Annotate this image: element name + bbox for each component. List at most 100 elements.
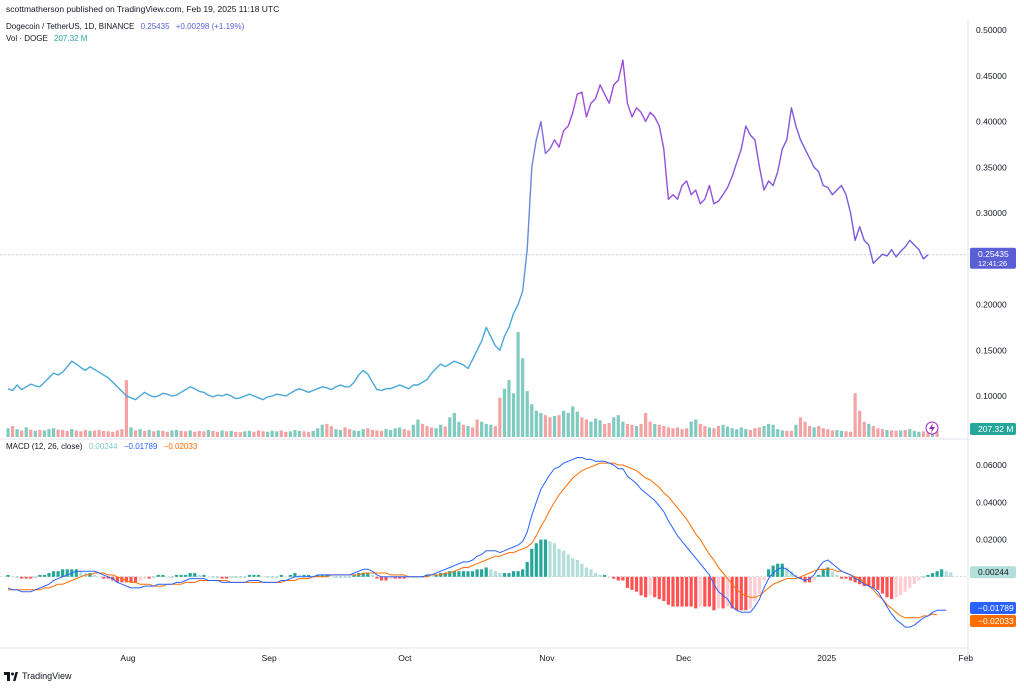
macd-histogram-bar — [639, 576, 643, 596]
macd-histogram-bar — [780, 563, 784, 577]
volume-bar — [789, 430, 793, 437]
volume-bar — [393, 428, 397, 437]
macd-histogram-bar — [306, 574, 311, 577]
macd-histogram-bar — [229, 576, 233, 578]
macd-histogram-bar — [817, 574, 821, 577]
volume-bar — [521, 358, 525, 437]
volume-bar — [29, 429, 33, 437]
volume-bar — [921, 431, 926, 437]
macd-histogram-bar — [621, 576, 625, 581]
macd-histogram-bar — [215, 576, 220, 578]
volume-bar — [480, 421, 484, 437]
macd-histogram-bar — [211, 576, 215, 578]
macd-histogram-bar — [102, 576, 106, 579]
macd-histogram-bar — [666, 576, 670, 605]
volume-bar — [384, 429, 388, 437]
volume-bar — [539, 412, 543, 437]
macd-histogram-bar — [466, 571, 470, 577]
macd-histogram-bar — [225, 576, 229, 579]
price-axis-tick: 0.15000 — [976, 345, 1007, 355]
volume-bar — [721, 424, 725, 437]
macd-histogram-bar — [56, 571, 60, 577]
volume-bar — [562, 410, 566, 437]
macd-histogram-bar — [835, 574, 839, 577]
macd-histogram-bar — [926, 574, 930, 577]
volume-bar — [712, 428, 716, 437]
macd-histogram-bar — [161, 574, 165, 577]
volume-bar — [885, 430, 889, 437]
volume-legend: Vol · DOGE 207.32 M — [6, 34, 91, 43]
volume-bar — [703, 426, 707, 437]
macd-histogram-bar — [867, 576, 871, 587]
macd-histogram-bar — [120, 576, 124, 583]
macd-histogram-bar — [334, 576, 338, 578]
macd-histogram-bar — [6, 574, 10, 577]
macd-histogram-bar — [115, 576, 119, 583]
macd-histogram-bar — [917, 576, 921, 581]
macd-line-badge-value: −0.01789 — [978, 603, 1014, 613]
volume-bar — [666, 427, 670, 437]
volume-bar — [452, 412, 456, 437]
price-change: +0.00298 (+1.19%) — [175, 22, 245, 31]
time-axis-tick: Feb — [958, 653, 973, 663]
macd-histogram-bar — [862, 576, 866, 587]
macd-histogram-bar — [347, 576, 352, 578]
macd-histogram-bar — [15, 576, 19, 578]
volume-bar — [880, 429, 885, 437]
volume-bar — [785, 430, 789, 437]
volume-badge — [970, 423, 1016, 435]
price-axis-tick: 0.35000 — [976, 162, 1007, 172]
volume-bar — [807, 426, 812, 437]
macd-histogram-bar — [794, 574, 798, 577]
macd-histogram-bar — [174, 574, 179, 577]
volume-bar — [839, 430, 844, 437]
volume-bar — [261, 431, 265, 437]
volume-bar — [357, 430, 361, 437]
volume-bar — [457, 421, 461, 437]
macd-histogram-bar — [493, 571, 497, 577]
macd-histogram-bar — [539, 539, 543, 577]
macd-histogram-bar — [562, 550, 566, 577]
macd-histogram-bar — [238, 576, 242, 578]
volume-bar — [584, 419, 589, 437]
volume-bar — [111, 431, 115, 437]
macd-histogram-bar — [803, 576, 807, 583]
volume-bar — [434, 428, 438, 437]
volume-bar — [630, 424, 634, 437]
volume-bar — [739, 427, 743, 437]
volume-bar — [830, 430, 834, 437]
macd-histogram-bar — [234, 576, 238, 578]
volume-bar — [603, 423, 607, 437]
volume-bar — [429, 427, 434, 437]
volume-bar — [329, 426, 333, 437]
macd-histogram-bar — [179, 574, 183, 577]
macd-histogram-bar — [193, 573, 197, 577]
volume-bar — [935, 431, 939, 437]
macd-label[interactable]: MACD (12, 26, close) — [6, 442, 83, 451]
volume-bar — [302, 431, 306, 437]
macd-histogram-bar — [748, 576, 752, 609]
volume-bar — [320, 424, 324, 437]
volume-label[interactable]: Vol · DOGE — [6, 34, 48, 43]
symbol-pair[interactable]: Dogecoin / TetherUS, 1D, BINANCE — [6, 22, 135, 31]
macd-histogram-bar — [388, 576, 393, 579]
volume-bar — [780, 430, 784, 437]
macd-histogram-bar — [33, 576, 37, 578]
macd-histogram-bar — [170, 576, 174, 578]
time-axis-tick: Oct — [398, 653, 412, 663]
macd-histogram-bar — [279, 574, 283, 577]
volume-bar — [689, 421, 693, 437]
macd-axis-tick: 0.04000 — [976, 497, 1007, 507]
macd-hist-value: 0.00244 — [88, 442, 118, 451]
volume-bar — [124, 380, 129, 437]
volume-bar — [334, 429, 338, 437]
macd-histogram-bar — [552, 543, 557, 577]
volume-bar — [612, 417, 616, 437]
macd-histogram-bar — [844, 576, 848, 579]
volume-bar — [930, 433, 935, 437]
volume-bar — [657, 424, 661, 437]
macd-histogram-bar — [329, 576, 333, 578]
volume-bar — [316, 428, 320, 437]
macd-histogram-bar — [871, 576, 875, 588]
